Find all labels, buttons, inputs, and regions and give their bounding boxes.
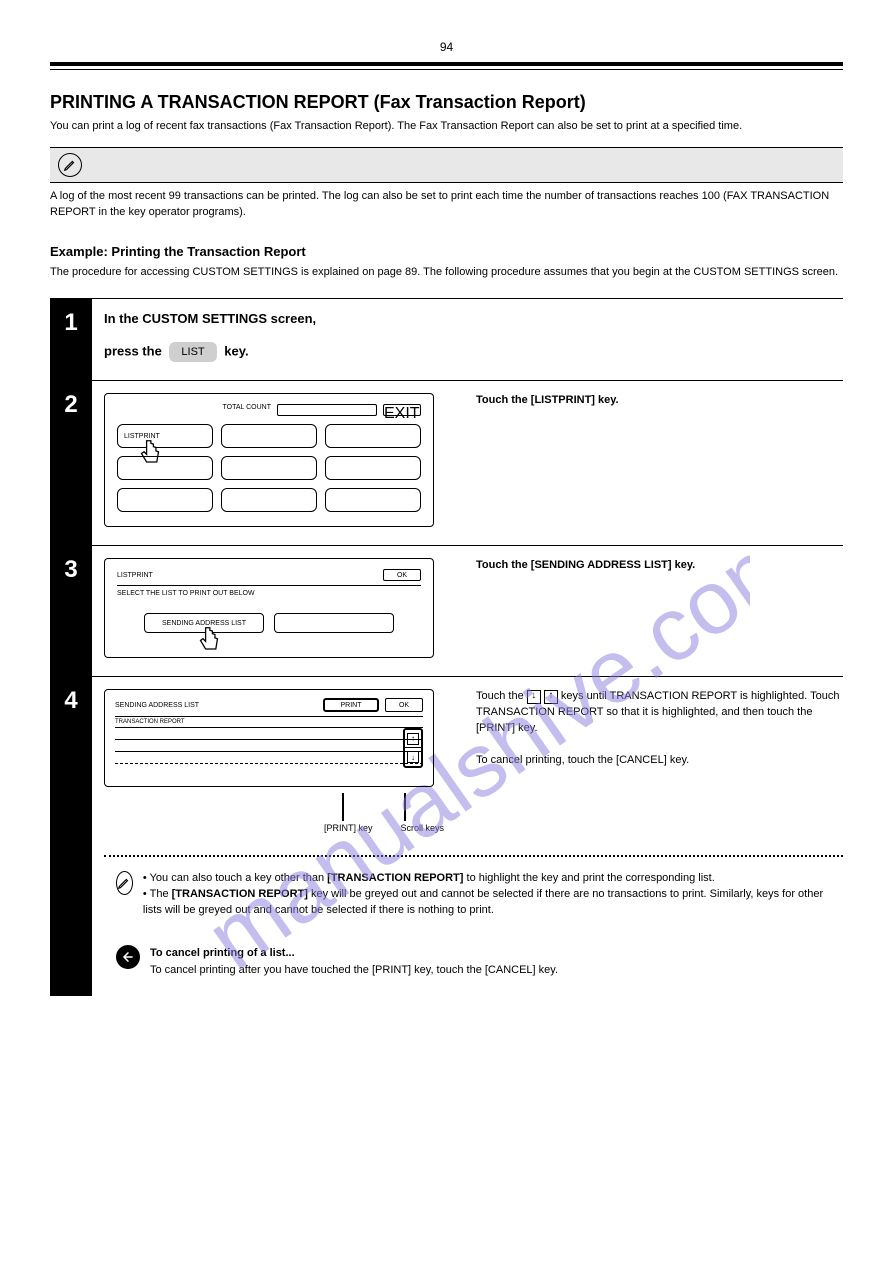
page-subtitle: You can print a log of recent fax transa… [50, 119, 843, 133]
sending-address-list-button[interactable]: SENDING ADDRESS LIST [144, 613, 264, 633]
list-row[interactable] [115, 728, 423, 740]
example-heading: Example: Printing the Transaction Report [50, 244, 843, 259]
leader-labels: [PRINT] key Scroll keys [104, 823, 464, 833]
cancel-lead: To cancel printing of a list... [150, 945, 558, 962]
page-title: PRINTING A TRANSACTION REPORT (Fax Trans… [50, 92, 843, 113]
print-button[interactable]: PRINT [323, 698, 379, 712]
cancel-note: To cancel printing of a list... To cance… [104, 919, 843, 978]
step2-caption: Touch the [LISTPRINT] key. [464, 393, 843, 527]
step2-count-slot [277, 404, 377, 416]
step-number-1: 1 [50, 299, 92, 380]
pencil-icon [58, 153, 82, 177]
step1-key-suffix: key. [224, 344, 248, 359]
step3-btn-b[interactable] [274, 613, 394, 633]
page-number: 94 [50, 40, 843, 54]
step1-press: press the [104, 344, 165, 359]
step-2: 2 TOTAL COUNT EXIT LISTPRINT [50, 380, 843, 545]
step2-header-label: TOTAL COUNT [223, 404, 271, 416]
step2-screen: TOTAL COUNT EXIT LISTPRINT [104, 393, 434, 527]
note-bar [50, 147, 843, 183]
note-text: A log of the most recent 99 transactions… [50, 189, 843, 220]
step-1: 1 In the CUSTOM SETTINGS screen, press t… [50, 298, 843, 380]
arrow-up-icon: ↑ [544, 690, 558, 704]
step2-grid: LISTPRINT [117, 424, 421, 512]
step2-exit-button[interactable]: EXIT [383, 404, 421, 416]
scroll-keys: ↑ ↓ [403, 728, 423, 768]
step-number-2: 2 [50, 381, 92, 545]
step-4: 4 SENDING ADDRESS LIST PRINT OK TRANSAC [50, 676, 843, 996]
step3-ok-button[interactable]: OK [383, 569, 421, 581]
step3-title: LISTPRINT [117, 572, 153, 579]
step3-caption: Touch the [SENDING ADDRESS LIST] key. [464, 558, 843, 658]
step1-line2: press the LIST key. [104, 342, 464, 362]
step3-sub: SELECT THE LIST TO PRINT OUT BELOW [117, 590, 421, 597]
grid-btn-3[interactable] [325, 424, 421, 448]
back-icon [116, 945, 140, 969]
grid-btn-5[interactable] [221, 456, 317, 480]
step3-screen: LISTPRINT OK SELECT THE LIST TO PRINT OU… [104, 558, 434, 658]
inner-note: • You can also touch a key other than [T… [104, 857, 843, 919]
page: manualshive.com 94 PRINTING A TRANSACTIO… [0, 0, 893, 1056]
step-number-4: 4 [50, 677, 92, 996]
step4-ok-button[interactable]: OK [385, 698, 423, 712]
list-key-chip[interactable]: LIST [169, 342, 216, 362]
cancel-body: To cancel printing after you have touche… [150, 962, 558, 979]
step4-screen: SENDING ADDRESS LIST PRINT OK TRANSACTIO… [104, 689, 434, 787]
grid-btn-7[interactable] [117, 488, 213, 512]
grid-btn-4[interactable] [117, 456, 213, 480]
arrow-down-button[interactable]: ↓ [407, 751, 419, 763]
grid-btn-9[interactable] [325, 488, 421, 512]
grid-btn-6[interactable] [325, 456, 421, 480]
list-row[interactable] [115, 752, 423, 764]
arrow-down-icon: ↓ [527, 690, 541, 704]
step1-right [464, 311, 843, 362]
pencil-icon [116, 871, 133, 895]
hand-cursor-icon [195, 626, 223, 660]
example-sub: The procedure for accessing CUSTOM SETTI… [50, 265, 843, 280]
step-number-3: 3 [50, 546, 92, 676]
step-3: 3 LISTPRINT OK SELECT THE LIST TO PRINT … [50, 545, 843, 676]
step4-list-header: TRANSACTION REPORT [115, 716, 423, 728]
leader-lines [104, 793, 464, 821]
arrow-up-button[interactable]: ↑ [407, 733, 419, 745]
step4-desc: Touch the ↓ ↑ keys until TRANSACTION REP… [464, 689, 843, 833]
step1-line1: In the CUSTOM SETTINGS screen, [104, 311, 464, 326]
grid-btn-2[interactable] [221, 424, 317, 448]
grid-btn-listprint[interactable]: LISTPRINT [117, 424, 213, 448]
grid-btn-8[interactable] [221, 488, 317, 512]
list-row[interactable] [115, 740, 423, 752]
list-row[interactable] [115, 764, 423, 776]
step4-title: SENDING ADDRESS LIST [115, 702, 199, 709]
double-rule [50, 62, 843, 70]
